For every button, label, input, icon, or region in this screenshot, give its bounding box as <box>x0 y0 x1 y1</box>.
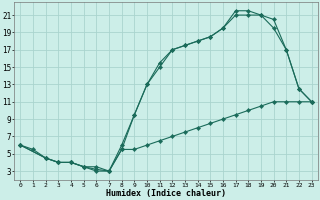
X-axis label: Humidex (Indice chaleur): Humidex (Indice chaleur) <box>106 189 226 198</box>
